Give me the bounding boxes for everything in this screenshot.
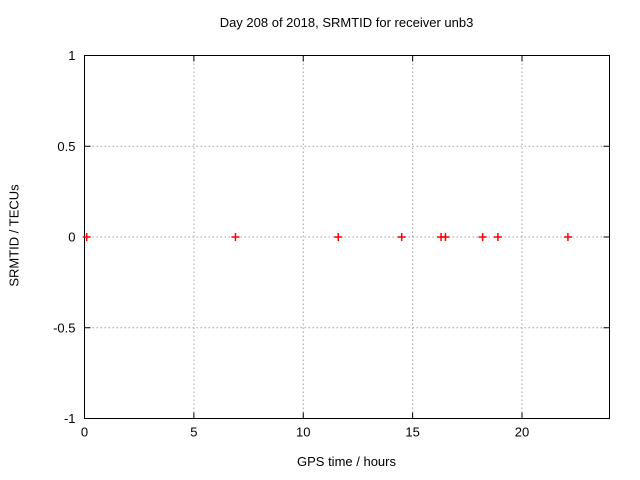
data-point [82, 233, 91, 241]
data-point [231, 233, 240, 241]
x-tick-label: 20 [515, 425, 529, 440]
y-tick-label: 0.5 [57, 139, 75, 154]
y-tick-label: -1 [64, 411, 76, 426]
data-point [493, 233, 502, 241]
x-axis-label: GPS time / hours [297, 454, 396, 469]
x-tick-label: 15 [405, 425, 419, 440]
y-tick-label: -0.5 [53, 320, 75, 335]
plot-border [84, 55, 610, 419]
data-point [441, 233, 450, 241]
y-tick-label: 0 [68, 230, 75, 245]
data-point [478, 233, 487, 241]
x-tick-label: 10 [296, 425, 310, 440]
chart-title: Day 208 of 2018, SRMTID for receiver unb… [219, 15, 474, 30]
data-point [397, 233, 406, 241]
data-point [563, 233, 572, 241]
x-tick-label: 5 [190, 425, 197, 440]
x-tick-label: 0 [81, 425, 88, 440]
y-tick-label: 1 [68, 48, 75, 63]
data-point [334, 233, 343, 241]
